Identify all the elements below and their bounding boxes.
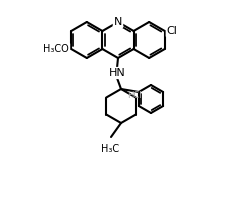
Text: N: N [114,17,122,27]
Text: HCl: HCl [127,91,142,100]
Text: HN: HN [109,68,125,78]
Text: Cl: Cl [167,26,178,36]
Text: H₃C: H₃C [101,144,119,154]
Text: H₃CO: H₃CO [43,44,69,54]
